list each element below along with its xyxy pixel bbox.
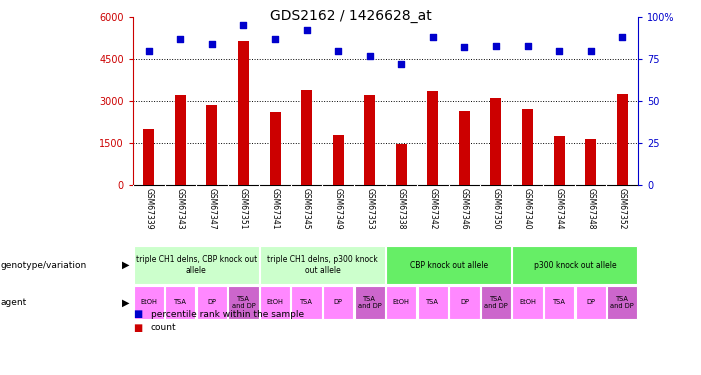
Text: triple CH1 delns, CBP knock out
allele: triple CH1 delns, CBP knock out allele (135, 255, 257, 275)
Bar (522, 110, 533, 185)
Text: DP: DP (207, 300, 217, 306)
Text: GSM67351: GSM67351 (239, 188, 248, 230)
Text: EtOH: EtOH (140, 300, 157, 306)
Point (522, 42, 533, 48)
Bar (481, 286, 511, 319)
Point (301, 27, 312, 33)
Text: GSM67347: GSM67347 (207, 188, 217, 230)
Bar (491, 98, 501, 185)
Text: GSM67344: GSM67344 (554, 188, 564, 230)
Point (617, 34, 628, 40)
Bar (449, 286, 479, 319)
Text: GSM67350: GSM67350 (491, 188, 501, 230)
Bar (301, 90, 312, 185)
Text: GSM67339: GSM67339 (144, 188, 154, 230)
Text: CBP knock out allele: CBP knock out allele (409, 261, 488, 270)
Text: ▶: ▶ (122, 260, 130, 270)
Point (458, 44, 470, 50)
Text: GSM67353: GSM67353 (365, 188, 374, 230)
Text: EtOH: EtOH (266, 300, 283, 306)
Text: agent: agent (1, 298, 27, 307)
Text: GSM67346: GSM67346 (460, 188, 469, 230)
Bar (269, 112, 280, 185)
Text: ■: ■ (133, 309, 142, 320)
Bar (365, 95, 375, 185)
Text: GSM67340: GSM67340 (523, 188, 532, 230)
Text: GSM67345: GSM67345 (302, 188, 311, 230)
Point (143, 48, 154, 54)
Bar (585, 139, 596, 185)
Text: TSA
and DP: TSA and DP (484, 296, 508, 309)
Text: TSA: TSA (300, 300, 313, 306)
Bar (386, 286, 416, 319)
Point (238, 22, 249, 28)
Bar (323, 286, 353, 319)
Text: ▶: ▶ (122, 297, 130, 307)
Text: GSM67338: GSM67338 (397, 188, 406, 230)
Text: TSA: TSA (426, 300, 440, 306)
Bar (260, 286, 290, 319)
Text: DP: DP (334, 300, 343, 306)
Text: TSA
and DP: TSA and DP (358, 296, 381, 309)
Bar (165, 286, 196, 319)
Bar (229, 286, 259, 319)
Bar (554, 136, 564, 185)
Bar (333, 135, 343, 185)
Text: TSA: TSA (174, 300, 186, 306)
Bar (206, 105, 217, 185)
Point (206, 41, 217, 47)
Bar (260, 246, 385, 284)
Bar (386, 246, 511, 284)
Text: TSA: TSA (552, 300, 566, 306)
Bar (238, 41, 249, 185)
Point (364, 53, 375, 58)
Text: DP: DP (460, 300, 469, 306)
Point (269, 36, 280, 42)
Bar (418, 286, 448, 319)
Text: GSM67352: GSM67352 (618, 188, 627, 230)
Bar (134, 286, 164, 319)
Point (395, 61, 407, 67)
Text: triple CH1 delns, p300 knock
out allele: triple CH1 delns, p300 knock out allele (267, 255, 378, 275)
Bar (544, 286, 574, 319)
Text: EtOH: EtOH (519, 300, 536, 306)
Point (491, 42, 502, 48)
Point (585, 48, 597, 54)
Text: TSA
and DP: TSA and DP (611, 296, 634, 309)
Point (332, 48, 343, 54)
Bar (396, 144, 407, 185)
Bar (512, 286, 543, 319)
Bar (428, 91, 438, 185)
Bar (175, 95, 186, 185)
Text: GSM67342: GSM67342 (428, 188, 437, 230)
Text: DP: DP (586, 300, 595, 306)
Bar (355, 286, 385, 319)
Text: ■: ■ (133, 322, 142, 333)
Text: GSM67349: GSM67349 (334, 188, 343, 230)
Point (554, 48, 565, 54)
Text: TSA
and DP: TSA and DP (231, 296, 255, 309)
Text: genotype/variation: genotype/variation (1, 261, 87, 270)
Text: p300 knock out allele: p300 knock out allele (533, 261, 616, 270)
Bar (617, 94, 627, 185)
Text: count: count (151, 324, 176, 333)
Bar (292, 286, 322, 319)
Text: EtOH: EtOH (393, 300, 409, 306)
Text: GSM67343: GSM67343 (176, 188, 185, 230)
Bar (197, 286, 227, 319)
Text: GSM67348: GSM67348 (586, 188, 595, 230)
Text: percentile rank within the sample: percentile rank within the sample (151, 310, 304, 320)
Bar (576, 286, 606, 319)
Point (427, 34, 438, 40)
Text: GDS2162 / 1426628_at: GDS2162 / 1426628_at (270, 9, 431, 23)
Bar (607, 286, 637, 319)
Point (175, 36, 186, 42)
Bar (512, 246, 637, 284)
Bar (134, 246, 259, 284)
Bar (143, 129, 154, 185)
Text: GSM67341: GSM67341 (271, 188, 280, 230)
Bar (459, 111, 470, 185)
